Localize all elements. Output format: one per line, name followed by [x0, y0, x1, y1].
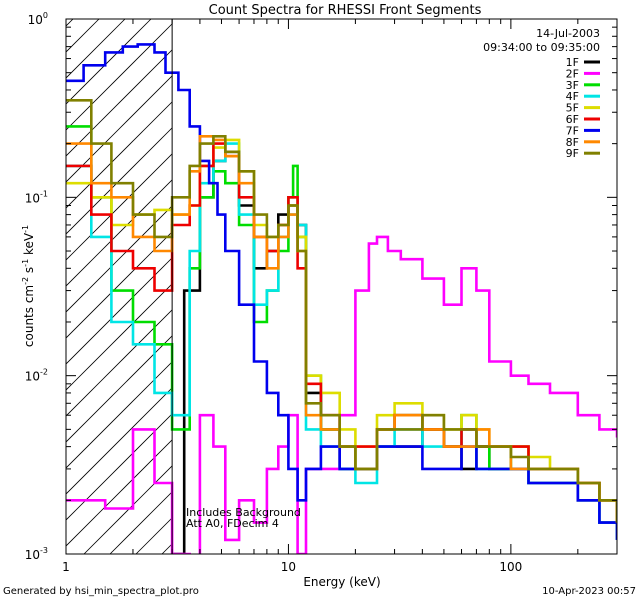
y-tick-label: 100	[28, 11, 48, 27]
series-layer	[66, 43, 617, 554]
hatch-mask	[172, 19, 617, 554]
x-tick-label: 1	[62, 560, 70, 574]
date-label: 14-Jul-2003	[536, 27, 600, 40]
legend-label-3F: 3F	[566, 79, 579, 92]
legend-label-1F: 1F	[566, 56, 579, 69]
y-tick-label: 10-2	[25, 368, 48, 384]
y-label-part3: keV	[22, 232, 36, 259]
background-hatch-region	[66, 19, 640, 554]
x-axis-ticks: 1 10 100	[62, 19, 618, 574]
y-label-sup1: -2	[21, 277, 30, 285]
y-label-sup2: -1	[21, 259, 30, 267]
y-label-part1: counts cm	[22, 285, 36, 347]
annotation-attenuator: Att A0, FDecim 4	[186, 517, 279, 530]
footer-timestamp: 10-Apr-2023 00:57	[542, 586, 636, 597]
hatch-line	[66, 19, 178, 131]
hatch-line	[630, 19, 640, 554]
legend-label-9F: 9F	[566, 147, 579, 160]
y-axis-label: counts cm-2 s-1 keV-1	[21, 225, 36, 347]
series-line-7F	[66, 43, 617, 540]
time-range-label: 09:34:00 to 09:35:00	[483, 41, 600, 54]
y-label-part2: s	[22, 267, 36, 277]
y-label-sup3: -1	[21, 225, 30, 233]
legend-label-2F: 2F	[566, 67, 579, 80]
plot-frame	[65, 18, 618, 555]
annotation-background: Includes Background	[186, 506, 301, 519]
hatch-line	[66, 19, 256, 209]
legend-label-7F: 7F	[566, 124, 579, 137]
x-axis-label: Energy (keV)	[303, 575, 380, 589]
x-tick-label: 10	[281, 560, 296, 574]
hatch-line	[66, 19, 126, 79]
chart-title: Count Spectra for RHESSI Front Segments	[209, 3, 482, 18]
legend-label-8F: 8F	[566, 136, 579, 149]
y-axis-ticks: 100 10-1 10-2 10-3	[25, 11, 617, 562]
hatch-line	[66, 19, 74, 27]
footer-generated-by: Generated by hsi_min_spectra_plot.pro	[3, 586, 199, 597]
x-tick-label: 100	[499, 560, 522, 574]
legend-label-5F: 5F	[566, 102, 579, 115]
hatch-line	[66, 19, 230, 183]
legend-label-6F: 6F	[566, 113, 579, 126]
hatch-line	[66, 19, 204, 157]
y-tick-label: 10-3	[25, 546, 48, 562]
legend-label-4F: 4F	[566, 90, 579, 103]
y-tick-label: 10-1	[25, 189, 48, 205]
